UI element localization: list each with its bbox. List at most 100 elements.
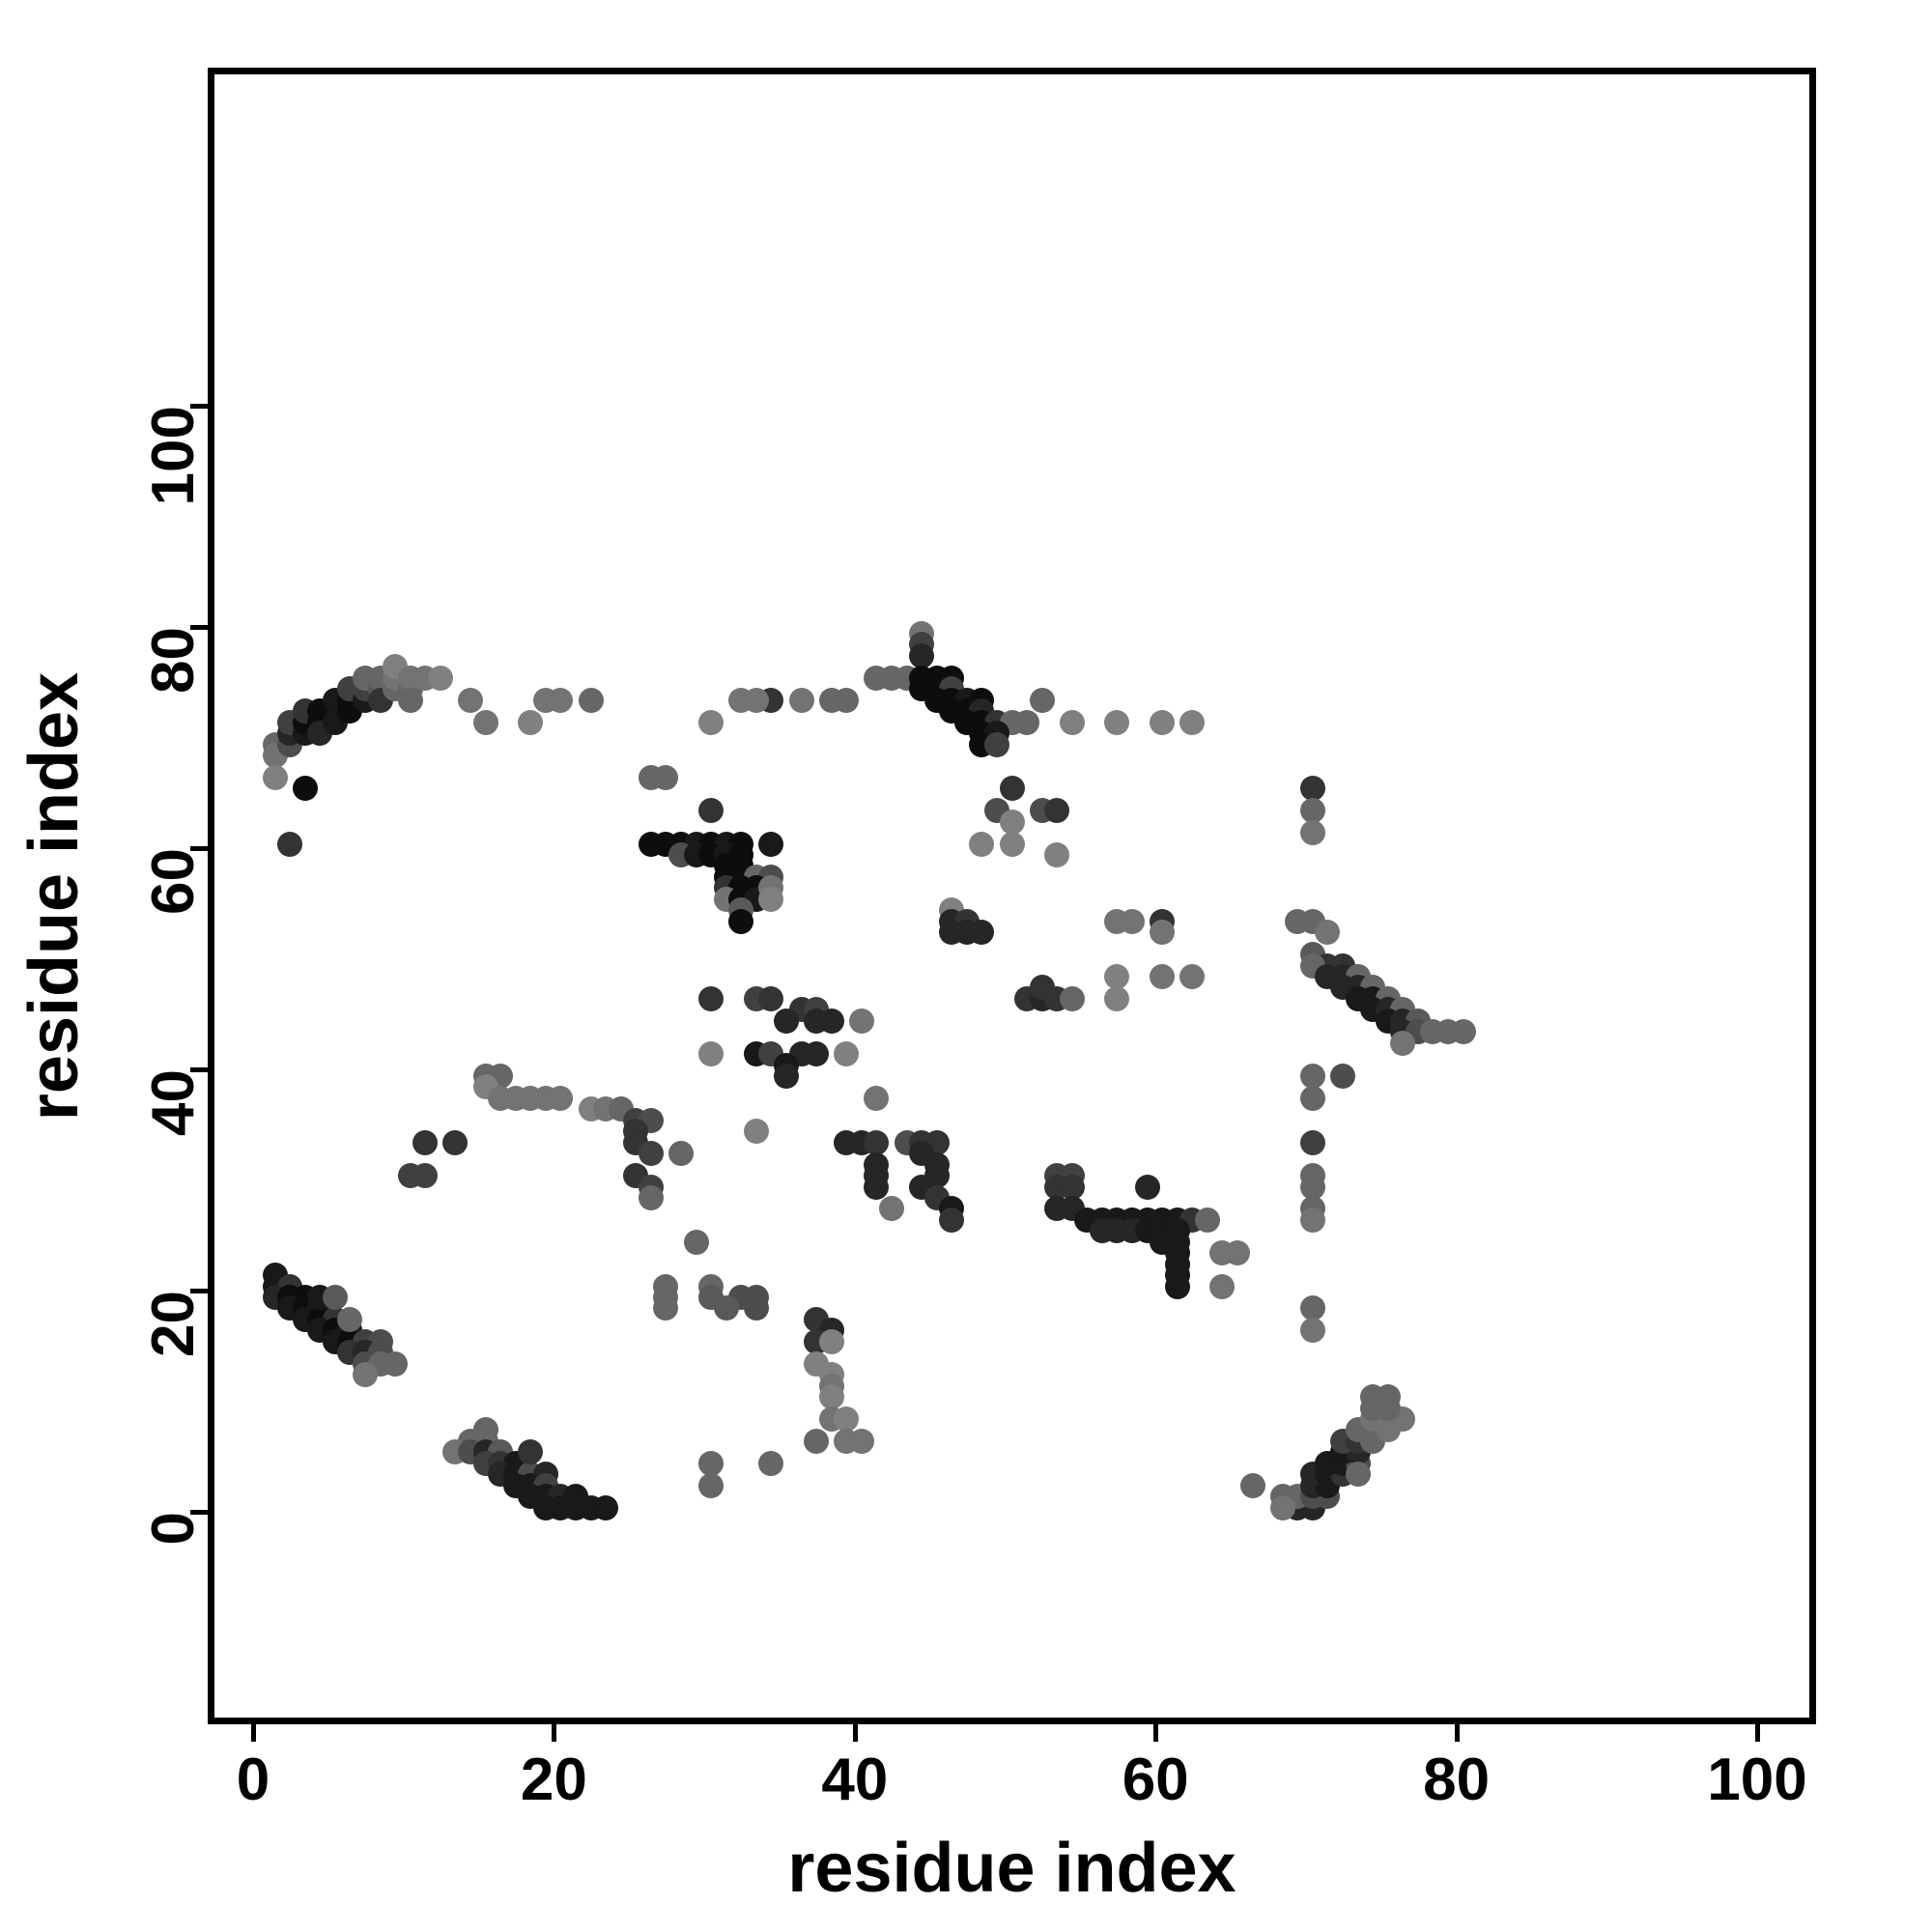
- data-point: [804, 1041, 830, 1067]
- data-point: [1044, 842, 1070, 867]
- data-point: [1315, 920, 1341, 946]
- data-point: [1179, 963, 1206, 989]
- y-tick-mark: [190, 1289, 208, 1293]
- data-point: [713, 1295, 739, 1321]
- data-point: [262, 764, 288, 790]
- data-point: [983, 731, 1009, 757]
- data-point: [834, 1406, 860, 1432]
- data-point: [804, 1428, 830, 1454]
- data-point: [848, 1428, 874, 1454]
- data-point: [818, 1328, 844, 1354]
- data-point: [292, 776, 318, 802]
- data-point: [743, 687, 769, 713]
- data-point: [1299, 820, 1325, 846]
- data-point: [1299, 1318, 1325, 1344]
- data-point: [1209, 1273, 1236, 1299]
- data-point: [397, 687, 423, 713]
- data-point: [1059, 709, 1085, 735]
- data-point: [743, 1119, 769, 1145]
- data-point: [548, 1085, 574, 1111]
- data-point: [698, 985, 724, 1011]
- data-point: [818, 1384, 844, 1410]
- data-point: [383, 1350, 409, 1377]
- data-point: [548, 687, 574, 713]
- data-point: [1134, 1174, 1160, 1200]
- data-point: [698, 709, 724, 735]
- data-point: [1450, 1019, 1476, 1045]
- data-point: [1330, 1064, 1356, 1089]
- x-tick-mark: [251, 1724, 256, 1742]
- data-point: [1059, 1174, 1085, 1200]
- data-point: [1044, 798, 1070, 824]
- data-point: [1104, 963, 1130, 989]
- data-point: [442, 1129, 469, 1155]
- x-tick-mark: [552, 1724, 557, 1742]
- data-point: [848, 1008, 874, 1034]
- data-point: [352, 1362, 378, 1388]
- data-point: [668, 1141, 694, 1167]
- data-point: [758, 985, 784, 1011]
- data-point: [653, 1295, 679, 1321]
- data-point: [758, 831, 784, 857]
- data-point: [969, 831, 995, 857]
- data-point: [909, 642, 935, 668]
- data-point: [878, 665, 904, 691]
- data-point: [1120, 908, 1146, 934]
- x-tick-label: 20: [520, 1747, 587, 1813]
- data-point: [593, 1494, 619, 1520]
- data-point: [472, 1417, 498, 1443]
- data-point: [999, 776, 1025, 802]
- data-point: [322, 1285, 348, 1310]
- plot-frame: [208, 68, 1816, 1724]
- y-axis-title: residue index: [15, 68, 93, 1724]
- x-tick-mark: [1755, 1724, 1760, 1742]
- data-point: [1299, 1085, 1325, 1111]
- y-tick-mark: [190, 1510, 208, 1515]
- data-point: [1150, 709, 1176, 735]
- data-point: [337, 1306, 363, 1332]
- data-point: [864, 1174, 890, 1200]
- data-point: [698, 1450, 724, 1476]
- data-point: [653, 764, 679, 790]
- data-point: [864, 1085, 890, 1111]
- data-point: [1104, 985, 1130, 1011]
- data-point: [412, 1129, 439, 1155]
- data-point: [1150, 920, 1176, 946]
- y-tick-label: 20: [140, 1291, 207, 1357]
- x-tick-label: 40: [821, 1747, 889, 1813]
- y-tick-label: 0: [140, 1512, 207, 1546]
- data-point: [1239, 1472, 1265, 1498]
- y-tick-mark: [190, 1067, 208, 1072]
- data-point: [1299, 798, 1325, 824]
- y-axis-title-text: residue index: [15, 671, 94, 1121]
- data-point: [773, 1064, 799, 1089]
- data-point: [1299, 1064, 1325, 1089]
- data-point: [1269, 1494, 1295, 1520]
- data-point: [472, 709, 498, 735]
- data-point: [743, 1295, 769, 1321]
- data-point: [1014, 709, 1040, 735]
- data-point: [999, 809, 1025, 835]
- data-point: [1375, 1384, 1401, 1410]
- data-point: [1194, 1207, 1220, 1233]
- data-point: [1164, 1273, 1190, 1299]
- y-tick-mark: [190, 846, 208, 851]
- data-point: [758, 886, 784, 912]
- data-point: [834, 1041, 860, 1067]
- data-point: [834, 687, 860, 713]
- y-tick-label: 40: [140, 1069, 207, 1136]
- data-point: [518, 709, 544, 735]
- y-tick-label: 100: [140, 406, 207, 506]
- y-tick-label: 60: [140, 848, 207, 915]
- data-point: [698, 1472, 724, 1498]
- data-point: [518, 1439, 544, 1465]
- x-axis-title: residue index: [787, 1830, 1236, 1907]
- x-tick-label: 60: [1122, 1747, 1189, 1813]
- x-tick-mark: [1454, 1724, 1460, 1742]
- data-point: [1299, 1295, 1325, 1321]
- x-tick-label: 0: [236, 1747, 270, 1813]
- data-point: [683, 1229, 709, 1255]
- data-point: [1345, 1462, 1371, 1488]
- y-tick-mark: [190, 625, 208, 630]
